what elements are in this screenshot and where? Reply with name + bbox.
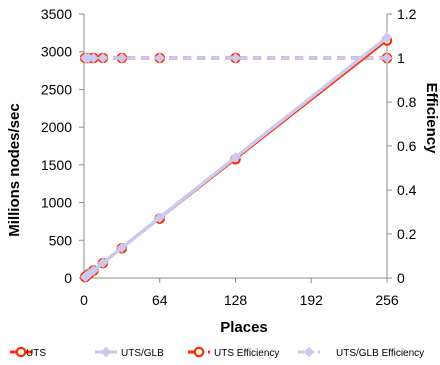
legend: UTS UTS/GLB UTS Efficiency UTS/GLB Efficien… [10,346,424,359]
data-point [230,52,241,64]
data-point [154,212,165,223]
legend-item: UTS Efficiency [188,346,279,359]
x-axis-label: Places [220,319,268,336]
series-layer [79,32,393,283]
x-tick-label: 256 [375,292,399,308]
y-left-tick-label: 2000 [41,119,72,135]
y-right-tick-label: 0.8 [397,94,417,110]
data-point [97,52,109,64]
y-left-tick-label: 2500 [41,81,72,97]
y-left-tick-label: 3500 [41,6,72,22]
legend-swatch-marker [15,346,27,358]
series-uts-glb-efficiency [79,52,393,64]
y-right-tick-label: 0.4 [397,182,417,198]
legend-label: UTS [26,348,46,359]
data-point [88,265,99,276]
y-left-tick-label: 0 [64,270,72,286]
y-left-tick-label: 1500 [41,157,72,173]
y-right-tick-label: 0 [397,270,405,286]
legend-item: UTS/GLB [95,346,164,359]
y-right-tick-label: 1.2 [397,6,417,22]
legend-swatch-marker [100,346,112,358]
series-uts-glb [79,32,393,283]
x-tick-label: 64 [152,292,168,308]
legend-label: UTS/GLB Efficiency [336,348,424,359]
data-point [154,52,165,64]
y-left-tick-label: 500 [49,232,73,248]
legend-item: UTS/GLB Efficiency [298,346,424,359]
x-tick-label: 192 [300,292,324,308]
data-point [88,52,99,64]
legend-item: UTS [10,346,46,359]
y-right-tick-label: 0.2 [397,226,417,242]
data-point [116,52,128,64]
data-point [116,242,128,254]
legend-swatch-marker [193,346,205,358]
y-left-tick-label: 1000 [41,195,72,211]
tick-labels: 0 500 1000 1500 2000 2500 3000 3500 0 0.2 0.4 0.6 0.… [41,6,417,308]
y-right-tick-label: 0.6 [397,138,417,154]
x-tick-label: 0 [80,292,88,308]
y-left-tick-label: 3000 [41,44,72,60]
y-axis-label-left: Millions nodes/sec [6,103,23,236]
data-point [97,257,109,269]
legend-label: UTS/GLB [121,348,164,359]
legend-swatch-marker [303,346,315,358]
y-axis-label-right: Efficiency [423,83,440,155]
x-tick-label: 128 [224,292,248,308]
data-point [381,52,393,64]
data-point [381,32,393,43]
data-point [230,152,241,163]
y-right-tick-label: 1 [397,50,405,66]
legend-label: UTS Efficiency [214,348,279,359]
